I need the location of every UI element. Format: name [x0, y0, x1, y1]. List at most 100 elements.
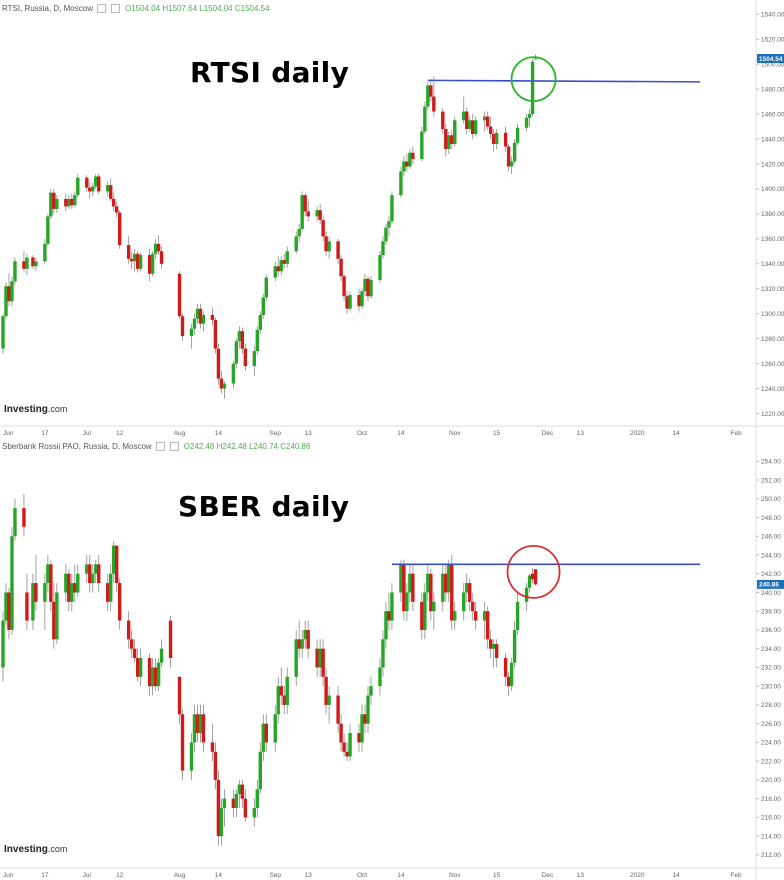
candle-body [524, 587, 529, 602]
candle-body [363, 714, 367, 724]
y-tick-label: 232.00 [761, 665, 781, 672]
candle-body [34, 261, 38, 267]
candle-body [387, 611, 391, 621]
candle-body [117, 583, 122, 621]
logo-brand: Investing [4, 404, 48, 415]
candle-body [488, 639, 493, 649]
candle-body [222, 383, 227, 389]
candle-body [243, 798, 248, 818]
candle-body [336, 695, 340, 724]
candle-body [25, 592, 29, 621]
candle-body [462, 592, 466, 612]
candle-body [390, 592, 394, 621]
sber-candlestick-chart: 212.00 214.00 216.00 218.00 220.00 222.00 224.… [0, 438, 784, 880]
candle-body [109, 185, 113, 199]
x-tick-label: 14 [215, 430, 223, 437]
settings-icon[interactable] [96, 3, 106, 13]
candle-body [132, 253, 137, 262]
candle-body [465, 111, 469, 130]
candle-body [378, 255, 382, 281]
candle-body [240, 784, 245, 799]
candle-body [264, 723, 268, 743]
candle-body [195, 714, 200, 734]
x-tick-label: 14 [215, 872, 223, 879]
candle-body [297, 639, 301, 649]
candle-body [177, 676, 182, 715]
candle-body [324, 236, 328, 252]
visibility-icon[interactable] [169, 441, 179, 451]
candle-body [447, 135, 451, 149]
x-tick-label: Dec [542, 430, 554, 437]
candle-body [384, 611, 388, 640]
candle-body [363, 278, 367, 292]
candle-body [150, 253, 155, 274]
sber-symbol-label: Sberbank Rossii PAO, Russia, D, Moscow [2, 441, 152, 451]
x-tick-label: Jul [83, 430, 92, 437]
candle-body [471, 120, 475, 135]
candle-body [97, 564, 101, 584]
y-tick-label: 252.00 [761, 477, 781, 484]
visibility-icon[interactable] [110, 3, 120, 13]
x-tick-label: Oct [357, 430, 367, 437]
candle-body [387, 221, 391, 228]
y-tick-label: 228.00 [761, 702, 781, 709]
candle-body [64, 198, 68, 207]
candle-body [285, 676, 289, 705]
y-tick-label: 222.00 [761, 758, 781, 765]
candle-body [306, 211, 310, 217]
y-tick-label: 240.00 [761, 590, 781, 597]
candle-body [138, 255, 143, 269]
candle-body [43, 243, 47, 262]
x-tick-label: Jun [3, 430, 14, 437]
candle-body [441, 573, 445, 602]
candle-body [13, 261, 17, 282]
candle-body [441, 111, 445, 130]
logo-suffix: .com [47, 404, 68, 414]
sber-title: SBER daily [178, 490, 350, 523]
candle-body [420, 131, 424, 159]
candle-body [168, 620, 173, 659]
candle-body [426, 573, 430, 593]
candle-body [31, 583, 35, 621]
candle-body [117, 212, 122, 246]
x-tick-label: 13 [577, 872, 585, 879]
candle-body [189, 742, 194, 771]
y-tick-label: 1500.00 [761, 61, 784, 68]
candle-body [210, 742, 215, 752]
candle-body [468, 583, 472, 602]
candle-body [485, 116, 490, 127]
candle-body [303, 195, 307, 212]
candle-body [273, 266, 277, 278]
candle-body [132, 648, 137, 659]
y-tick-label: 1280.00 [761, 336, 784, 343]
highlight-circle [506, 544, 561, 599]
candle-body [138, 658, 143, 677]
candle-body [471, 601, 475, 612]
candle-body [366, 278, 370, 297]
candle-body [213, 319, 218, 349]
candle-body [381, 241, 385, 256]
candle-body [55, 198, 59, 209]
candle-body [327, 241, 331, 252]
x-tick-label: 2020 [630, 430, 645, 437]
candle-body [321, 648, 325, 677]
candle-body [109, 573, 113, 602]
candle-body [216, 779, 221, 837]
candle-body [31, 257, 35, 267]
candle-body [336, 241, 340, 259]
candle-body [201, 714, 206, 743]
candle-body [474, 611, 478, 621]
candle-body [408, 152, 412, 167]
candle-body [46, 564, 50, 584]
settings-icon[interactable] [155, 441, 165, 451]
candle-body [447, 564, 451, 593]
candle-body [530, 61, 535, 115]
rtsi-title: RTSI daily [190, 56, 350, 89]
candle-body [300, 195, 304, 229]
candle-body [22, 508, 26, 527]
y-tick-label: 242.00 [761, 571, 781, 578]
candle-body [156, 662, 161, 687]
candle-body [357, 294, 361, 307]
candle-body [88, 187, 92, 192]
candle-body [177, 273, 182, 317]
